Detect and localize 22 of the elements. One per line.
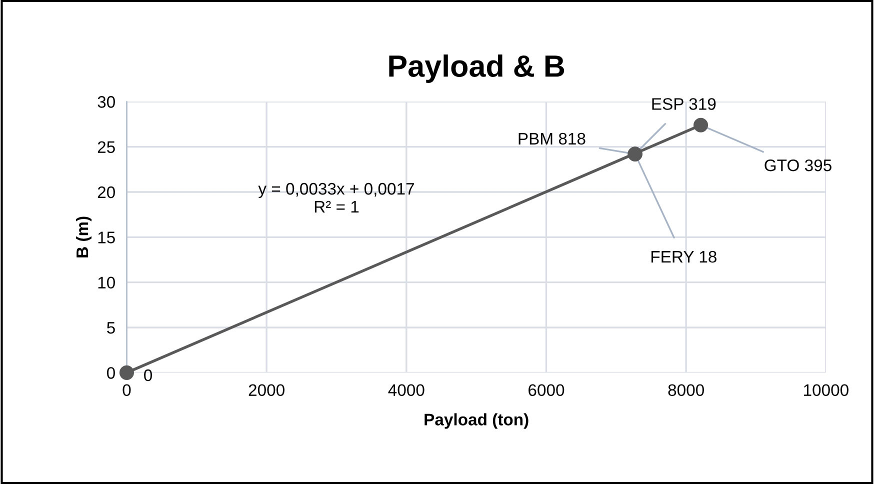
y-tick-label: 20	[98, 186, 115, 198]
data-label: PBM 818	[518, 132, 586, 145]
x-tick-label: 0	[122, 384, 131, 396]
y-tick-label: 15	[98, 232, 115, 244]
x-tick-label: 6000	[528, 384, 564, 396]
y-tick-label: 25	[98, 141, 115, 154]
y-tick-label: 0	[107, 367, 115, 379]
data-label: 0	[144, 369, 152, 382]
y-tick-label: 5	[107, 322, 115, 334]
y-tick-label: 30	[98, 96, 115, 108]
x-tick-label: 2000	[248, 384, 284, 396]
annotation: y = 0,0033x + 0,0017 R² = 1	[258, 182, 414, 212]
x-axis-title: Payload (ton)	[424, 413, 528, 429]
x-tick-label: 8000	[668, 384, 704, 396]
data-label: GTO 395	[764, 159, 832, 172]
chart-title: Payload & B	[389, 54, 564, 83]
x-tick-label: 4000	[388, 384, 424, 396]
y-axis-title: B (m)	[76, 216, 92, 258]
x-tick-label: 10000	[804, 384, 848, 396]
data-label: ESP 319	[652, 98, 716, 110]
y-tick-label: 10	[98, 276, 115, 289]
data-label: FERY 18	[652, 250, 716, 263]
